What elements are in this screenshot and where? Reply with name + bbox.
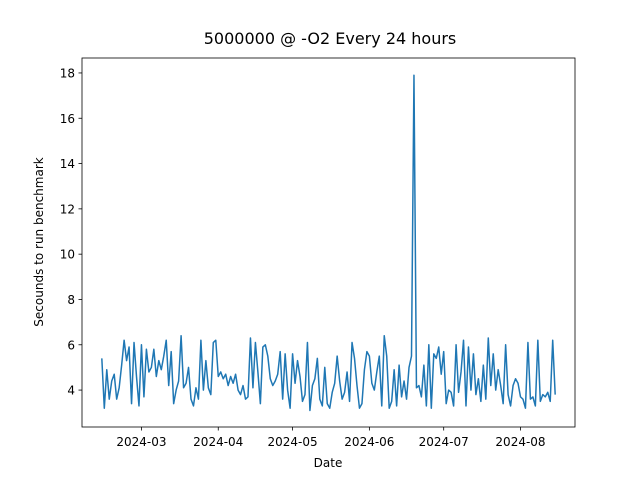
plot-frame — [81, 57, 576, 428]
y-tick-label: 6 — [67, 338, 75, 352]
x-tick-label: 2024-07 — [419, 435, 469, 449]
x-tick-label: 2024-05 — [268, 435, 318, 449]
x-tick-label: 2024-03 — [116, 435, 166, 449]
x-tick-label: 2024-08 — [495, 435, 545, 449]
y-tick-label: 4 — [67, 384, 75, 398]
y-tick-label: 8 — [67, 293, 75, 307]
x-tick-label: 2024-04 — [193, 435, 243, 449]
chart-title: 5000000 @ -O2 Every 24 hours — [204, 29, 457, 48]
y-tick-label: 14 — [60, 157, 75, 171]
y-tick-label: 12 — [60, 202, 75, 216]
y-tick-label: 10 — [60, 248, 75, 262]
y-tick-label: 18 — [60, 66, 75, 80]
y-tick-label: 16 — [60, 112, 75, 126]
data-line — [101, 74, 556, 412]
x-tick-label: 2024-06 — [344, 435, 394, 449]
x-axis-label: Date — [314, 456, 343, 470]
y-axis-label: Secounds to run benchmark — [32, 157, 46, 326]
